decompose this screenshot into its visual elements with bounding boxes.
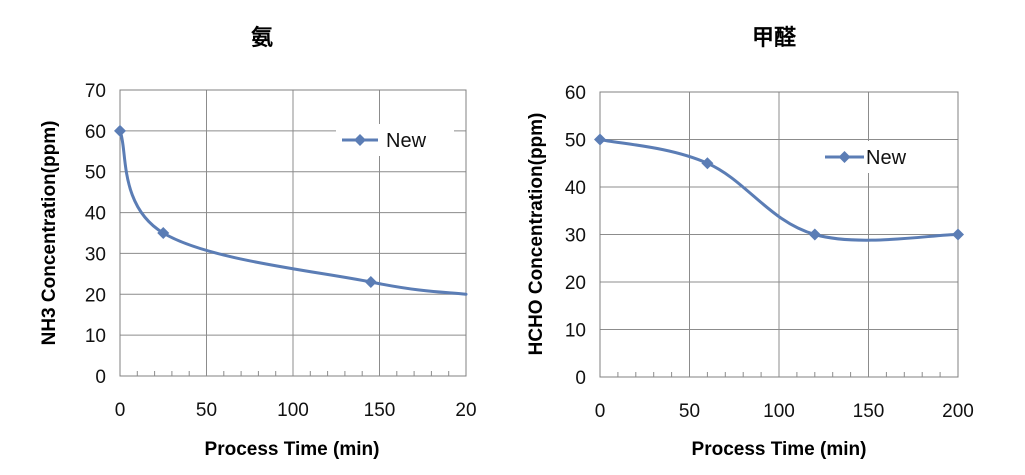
data-point [114,124,126,137]
y-tick-label: 50 [565,131,586,152]
y-tick-label: 70 [85,81,106,102]
chart-svg: 氨 0 10 20 30 40 50 60 70 0 50 100 150 20 Process Time … [39,25,477,460]
y-tick-label: 60 [565,83,586,104]
x-axis-label: Process Time (min) [692,439,867,460]
legend-label: New [866,147,907,169]
y-tick-label: 40 [565,178,586,199]
legend: New [819,141,937,173]
x-tick-label: 20 [455,400,476,421]
x-tick-label: 200 [942,401,974,422]
data-point [701,157,714,170]
y-tick-label: 10 [565,321,586,342]
x-axis-label: Process Time (min) [205,439,380,460]
y-tick-label: 10 [85,326,106,347]
y-tick-label: 20 [565,273,586,294]
data-point [952,228,964,241]
y-tick-label: 0 [575,368,586,389]
y-tick-label: 40 [85,204,106,225]
legend-marker [354,134,366,146]
hcho-chart: 甲醛 0 10 20 30 40 50 60 0 50 100 150 200 Process Time … [512,0,1025,475]
data-point [157,227,170,239]
legend-label: New [386,130,427,152]
series-line [598,138,960,242]
y-tick-label: 60 [85,122,106,143]
y-tick-label: 0 [95,367,106,388]
y-tick-label: 30 [565,226,586,247]
x-tick-label: 100 [277,400,309,421]
gridlines [599,91,959,378]
series-line [118,129,468,296]
x-tick-label: 0 [115,400,126,421]
y-axis-label: HCHO Concentration(ppm) [526,113,547,356]
legend: New [336,124,454,156]
x-tick-label: 50 [196,400,217,421]
y-axis-label: NH3 Concentration(ppm) [39,121,60,346]
y-tick-label: 30 [85,244,106,265]
x-tick-label: 150 [853,401,885,422]
x-tick-label: 0 [595,401,606,422]
x-tick-label: 100 [763,401,795,422]
chart-title: 甲醛 [752,26,797,51]
chart-svg: 甲醛 0 10 20 30 40 50 60 0 50 100 150 200 Process Time … [526,26,974,460]
legend-marker [838,151,851,163]
y-tick-label: 50 [85,163,106,184]
data-point [594,133,606,146]
x-tick-label: 50 [679,401,700,422]
y-tick-label: 20 [85,285,106,306]
data-point [808,228,821,241]
nh3-chart: 氨 0 10 20 30 40 50 60 70 0 50 100 150 20 Process Time … [0,0,512,475]
chart-title: 氨 [251,25,273,51]
x-tick-label: 150 [364,400,396,421]
data-point [364,276,377,289]
